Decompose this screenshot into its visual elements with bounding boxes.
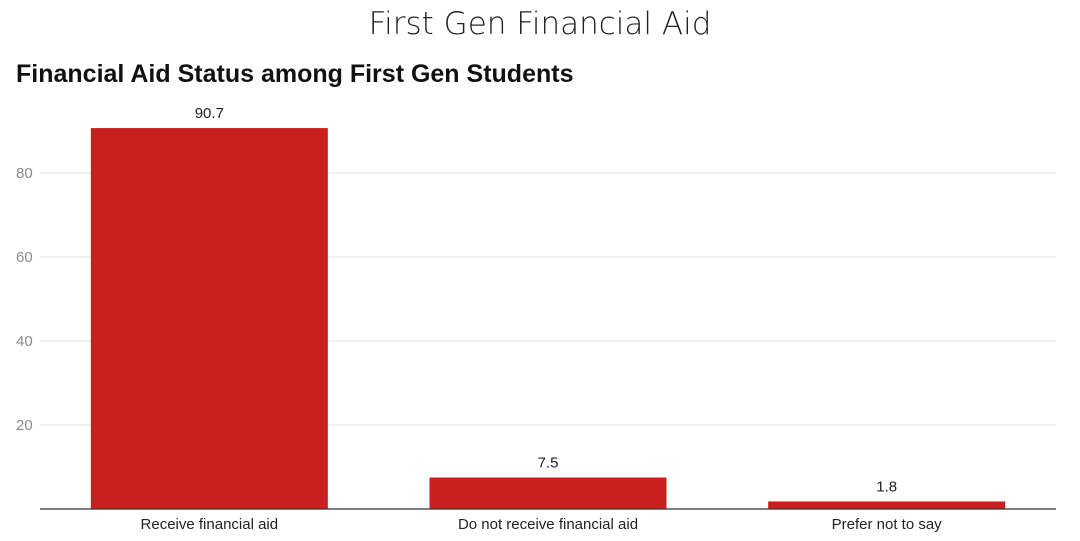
bar [768,501,1006,509]
y-axis-ticks: 20 40 60 80 [16,165,33,434]
y-tick-label: 40 [16,333,33,350]
x-category-label: Receive financial aid [141,516,279,533]
y-tick-label: 60 [16,249,33,266]
chart-title: Financial Aid Status among First Gen Stu… [16,60,574,88]
y-tick-label: 20 [16,417,33,434]
y-tick-label: 80 [16,165,33,182]
data-labels: 90.7 7.5 1.8 [195,105,897,495]
data-label: 7.5 [538,455,559,472]
bar [90,128,328,509]
x-category-label: Prefer not to say [832,516,943,533]
data-label: 90.7 [195,105,224,122]
bars [90,128,1006,509]
page-title: First Gen Financial Aid [368,6,712,42]
x-category-label: Do not receive financial aid [458,516,638,533]
x-axis-categories: Receive financial aid Do not receive fina… [141,516,943,533]
bar [429,477,667,509]
data-label: 1.8 [876,478,897,495]
